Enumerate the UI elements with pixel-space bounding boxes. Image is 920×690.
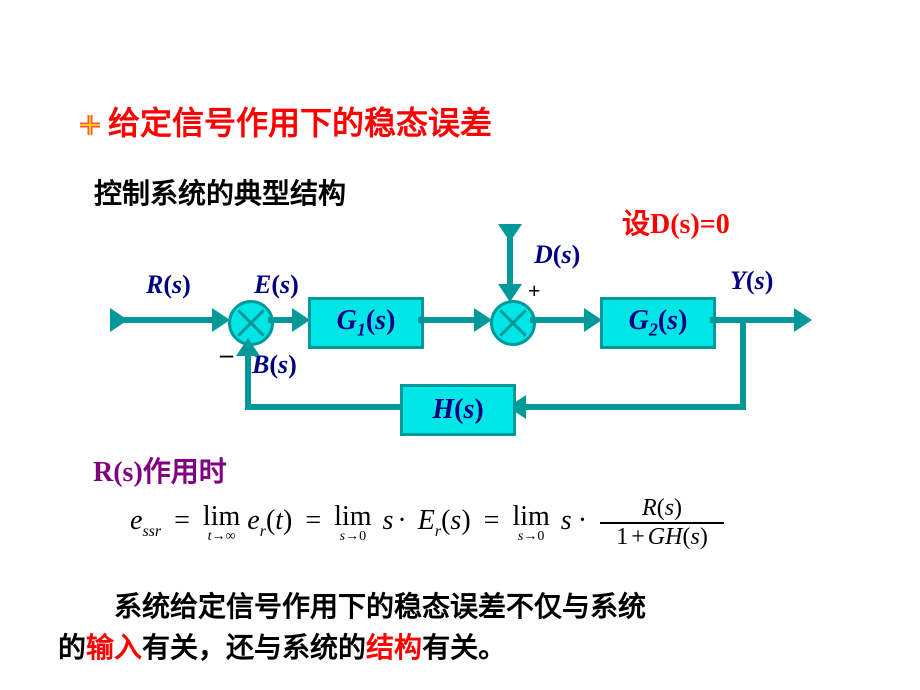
page-title: 给定信号作用下的稳态误差 xyxy=(108,98,492,144)
eq-eq3: = xyxy=(484,505,500,536)
feedback-v1 xyxy=(740,317,746,407)
conclusion-kw2: 结构 xyxy=(366,633,422,664)
subtitle: 控制系统的典型结构 xyxy=(94,172,346,212)
arrow-R-tail xyxy=(110,308,128,332)
eq-lhs-sub: ssr xyxy=(142,523,161,540)
arrow-sum2-g2 xyxy=(530,317,590,323)
sum-node-2 xyxy=(490,300,536,346)
eq-lim1: lim t→∞ xyxy=(203,501,240,545)
conclusion: 系统给定信号作用下的稳态误差不仅与系统 的输入有关，还与系统的结构有关。 xyxy=(58,588,646,669)
arrow-g1-sum2 xyxy=(418,317,480,323)
assumption: 设D(s)=0 xyxy=(622,202,730,242)
arrow-R-line xyxy=(124,317,226,323)
arrow-g2-y-head xyxy=(794,308,812,332)
assumption-expr: D(s)=0 xyxy=(650,209,730,240)
conclusion-end: 有关。 xyxy=(422,633,506,664)
conclusion-mid1: 有关，还与系统的 xyxy=(142,633,366,664)
conclusion-line2-pre: 的 xyxy=(58,633,86,664)
feedback-v2 xyxy=(245,352,251,410)
assumption-prefix: 设 xyxy=(622,209,650,240)
arrow-D-line xyxy=(507,238,513,290)
label-Y: Y(s) xyxy=(730,266,773,296)
eq-eq2: = xyxy=(305,505,321,536)
feedback-h2 xyxy=(245,404,400,410)
eq-lim3: lim s→0 xyxy=(512,501,549,545)
conclusion-line1: 系统给定信号作用下的稳态误差不仅与系统 xyxy=(114,592,646,623)
conclusion-kw1: 输入 xyxy=(86,633,142,664)
block-G1: G1(s) xyxy=(308,297,424,349)
eq-eq1: = xyxy=(174,505,190,536)
feedback-v2-head xyxy=(236,338,260,356)
label-R: R(s) xyxy=(146,270,191,300)
eq-er: e xyxy=(247,505,259,536)
eq-frac: R(s) 1+GH(s) xyxy=(600,495,724,551)
feedback-h1 xyxy=(522,404,746,410)
block-G2: G2(s) xyxy=(600,297,716,349)
eq-lim2: lim s→0 xyxy=(334,501,371,545)
eq-lhs: e xyxy=(130,505,142,536)
block-H: H(s) xyxy=(400,384,516,436)
label-D: D(s) xyxy=(534,240,580,270)
condition-text: R(s)作用时 xyxy=(93,450,227,490)
arrow-D-tail xyxy=(498,224,522,242)
label-minus: – xyxy=(220,340,233,370)
bullet-icon xyxy=(78,113,102,142)
arrow-g2-y xyxy=(710,317,800,323)
equation: essr = lim t→∞ er(t) = lim s→0 s· Er(s) … xyxy=(130,495,724,551)
label-E: E(s) xyxy=(254,270,299,300)
arrow-D-head xyxy=(498,284,522,302)
label-plus: + xyxy=(528,278,541,304)
